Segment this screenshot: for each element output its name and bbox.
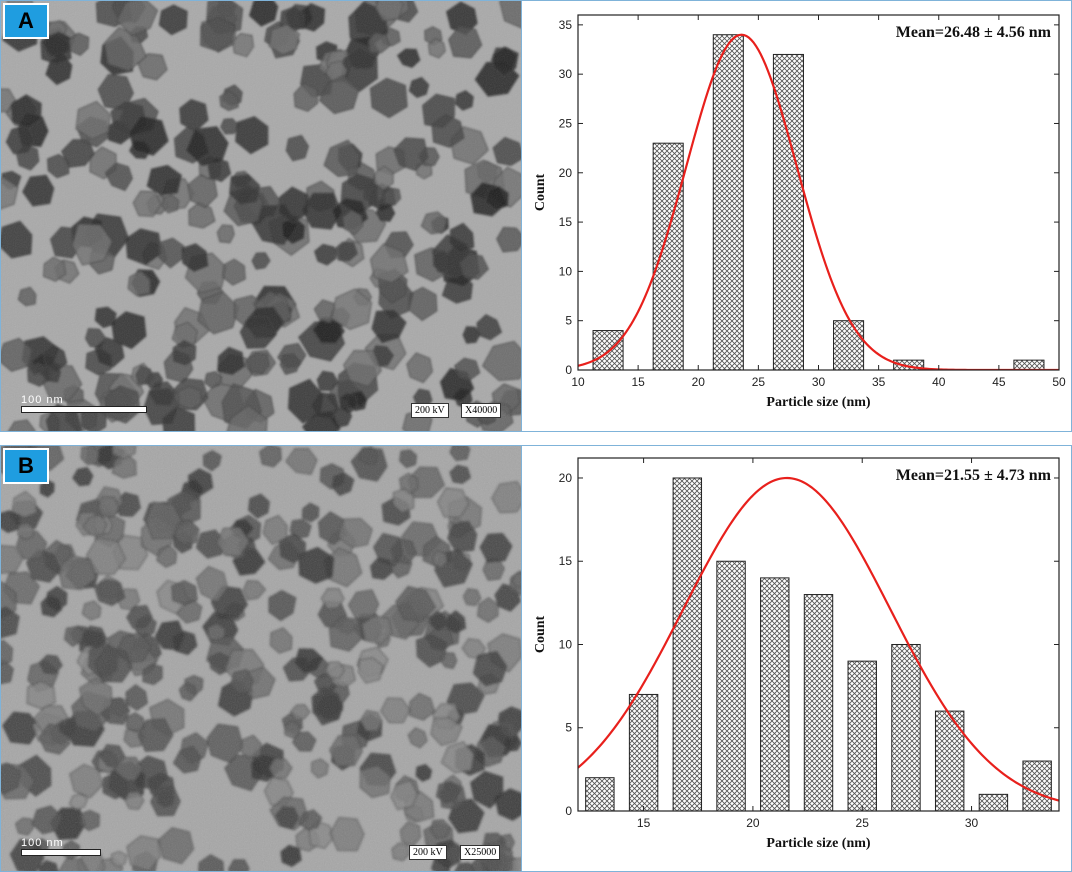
y-tick-label: 5: [565, 721, 572, 735]
histogram-bar: [712, 34, 744, 371]
x-axis-label: Particle size (nm): [766, 836, 871, 851]
y-tick-label: 0: [565, 363, 572, 377]
histogram-bar: [803, 594, 834, 812]
histogram-bar: [592, 330, 624, 371]
histogram-bar: [672, 477, 703, 812]
y-tick-label: 30: [559, 67, 573, 81]
x-tick-label: 30: [812, 375, 826, 389]
y-axis-label: Count: [533, 615, 548, 653]
x-tick-label: 20: [692, 375, 706, 389]
tem-image-b: B 100 nm 200 kV X25000: [1, 446, 522, 871]
histogram-bar: [1013, 359, 1045, 371]
tem-micrograph-a: [1, 1, 521, 431]
panel-label-a: A: [3, 3, 49, 39]
y-tick-label: 20: [559, 166, 573, 180]
y-tick-label: 25: [559, 116, 573, 130]
gaussian-fit-curve: [578, 33, 1059, 370]
magnification-label-a: X40000: [461, 403, 502, 418]
scale-bar-label-b: 100 nm: [21, 837, 64, 849]
scale-bar-b: 100 nm: [21, 837, 101, 856]
scale-bar-a: 100 nm: [21, 394, 147, 413]
histogram-svg-b: 15 20 25 30 0 5 10 15 20 Particle size (nm) Count M…: [533, 457, 1060, 851]
plot-frame: [577, 457, 1060, 812]
histogram-bar: [760, 577, 790, 812]
histogram-bar: [891, 643, 921, 812]
mean-annotation: Mean=26.48 ± 4.56 nm: [896, 24, 1052, 41]
x-tick-label: 50: [1052, 375, 1066, 389]
y-axis-label: Count: [533, 173, 548, 211]
y-tick-label: 10: [559, 637, 573, 651]
voltage-label-a: 200 kV: [411, 403, 449, 418]
histogram-bar: [934, 710, 965, 812]
x-tick-label: 25: [752, 375, 766, 389]
histogram-bar: [716, 560, 746, 812]
histogram-b: 15 20 25 30 0 5 10 15 20 Particle size (nm) Count M…: [522, 446, 1071, 871]
y-tick-label: 10: [559, 264, 573, 278]
x-tick-label: 15: [637, 816, 651, 830]
y-tick-label: 15: [559, 554, 573, 568]
histogram-bar: [833, 320, 865, 371]
y-tick-label: 15: [559, 215, 573, 229]
histogram-bar: [847, 660, 877, 812]
histogram-a: 10 15 20 25 30 35 40 45 50 0 5 10 15 20 25 30 35 Particle…: [522, 1, 1071, 431]
histogram-bar: [978, 793, 1009, 812]
x-tick-label: 15: [631, 375, 645, 389]
voltage-label-b: 200 kV: [409, 845, 447, 860]
histogram-bar: [652, 142, 684, 371]
histogram-bar: [772, 53, 804, 371]
x-tick-label: 45: [992, 375, 1006, 389]
scale-bar-label-a: 100 nm: [21, 394, 64, 406]
gaussian-fit-curve: [578, 476, 1059, 802]
x-tick-label: 25: [856, 816, 870, 830]
tem-image-a: A 100 nm 200 kV X40000: [1, 1, 522, 431]
panel-b: B 100 nm 200 kV X25000 15 20 25 30 0 5 10 15 20 P…: [0, 445, 1072, 872]
x-tick-label: 35: [872, 375, 886, 389]
tem-micrograph-b: [1, 446, 521, 871]
plot-frame: [577, 14, 1060, 371]
histogram-bar: [628, 693, 659, 812]
histogram-bar: [1022, 760, 1052, 812]
y-tick-label: 0: [565, 804, 572, 818]
panel-label-b: B: [3, 448, 49, 484]
y-tick-label: 5: [565, 314, 572, 328]
mean-annotation: Mean=21.55 ± 4.73 nm: [896, 467, 1052, 484]
x-tick-label: 30: [965, 816, 979, 830]
scale-bar-line-b: [21, 849, 101, 856]
histogram-svg-a: 10 15 20 25 30 35 40 45 5005101520253035Particle…: [533, 14, 1066, 410]
x-tick-label: 20: [746, 816, 760, 830]
x-axis-label: Particle size (nm): [766, 395, 871, 410]
magnification-label-b: X25000: [460, 845, 501, 860]
panel-a: A 100 nm 200 kV X40000 10 15 20 25 30 35 40 45 5…: [0, 0, 1072, 432]
histogram-bar: [585, 777, 615, 812]
y-tick-label: 20: [559, 471, 573, 485]
x-tick-label: 10: [571, 375, 585, 389]
scale-bar-line-a: [21, 406, 147, 413]
x-tick-label: 40: [932, 375, 946, 389]
y-tick-label: 35: [559, 18, 573, 32]
